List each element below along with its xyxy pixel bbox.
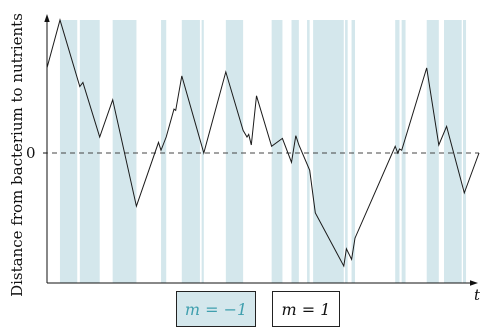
distance-line: [46, 18, 480, 268]
shaded-band-7: [271, 20, 283, 283]
legend-label-m-minus-1: m = −1: [184, 299, 248, 319]
y-axis-label: Distance from bacterium to nutrients: [8, 13, 26, 297]
shaded-band-3: [161, 20, 167, 283]
shaded-band-12: [351, 20, 356, 283]
shaded-band-15: [426, 20, 439, 283]
shaded-band-8: [291, 20, 299, 283]
shaded-band-0: [59, 20, 78, 283]
shaded-band-14: [401, 20, 406, 283]
legend-item-m-minus-1: m = −1: [176, 291, 256, 327]
shaded-band-4: [181, 20, 200, 283]
shaded-band-10: [313, 20, 344, 283]
shaded-band-17: [463, 20, 467, 283]
y-axis-arrow: [44, 14, 50, 22]
legend-item-m-plus-1: m = 1: [272, 291, 340, 327]
x-axis-arrow: [470, 280, 478, 286]
shaded-bands: [59, 20, 467, 283]
legend-label-m-plus-1: m = 1: [281, 299, 331, 319]
y-tick-label-zero: 0: [26, 144, 36, 162]
shaded-band-11: [345, 20, 348, 283]
x-axis-label: t: [474, 286, 480, 304]
shaded-band-5: [201, 20, 204, 283]
shaded-band-1: [79, 20, 100, 283]
shaded-band-6: [225, 20, 244, 283]
shaded-band-9: [307, 20, 310, 283]
